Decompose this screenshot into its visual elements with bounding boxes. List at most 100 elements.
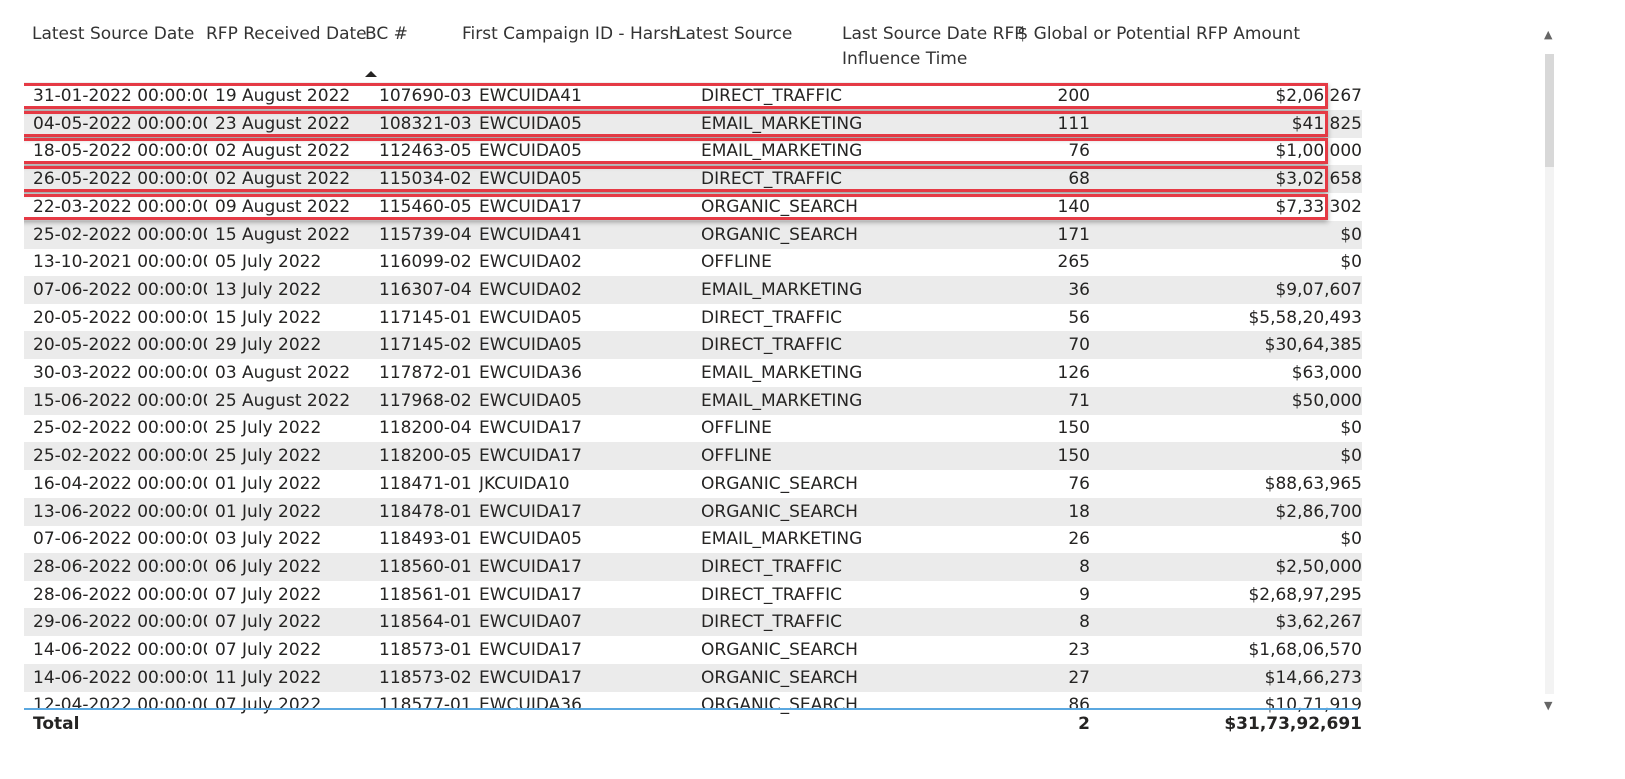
table-row[interactable]: 30-03-2022 00:00:00 03 August 2022 117872-…: [24, 359, 1362, 387]
column-header-latest-source-date[interactable]: Latest Source Date: [32, 24, 195, 44]
cell-campaign-id: EWCUIDA17: [479, 667, 582, 688]
cell-bc-number: 118577-01: [379, 695, 472, 716]
cell-campaign-id: EWCUIDA05: [479, 529, 582, 550]
cell-rfp-received-date: 25 July 2022: [215, 446, 322, 467]
cell-campaign-id: EWCUIDA05: [479, 390, 582, 411]
table-row[interactable]: 31-01-2022 00:00:00 19 August 2022 107690-…: [24, 82, 1362, 110]
cell-rfp-received-date: 13 July 2022: [215, 279, 322, 300]
cell-campaign-id: JKCUIDA10: [479, 473, 570, 494]
table-row[interactable]: 25-02-2022 00:00:00 25 July 2022 118200-05…: [24, 442, 1362, 471]
cell-latest-source: OFFLINE: [701, 418, 772, 439]
cell-rfp-received-date: 23 August 2022: [215, 113, 351, 134]
cell-latest-source: DIRECT_TRAFFIC: [701, 86, 842, 106]
cell-influence-time: 9: [1079, 584, 1090, 605]
column-header-latest-source[interactable]: Latest Source: [676, 24, 793, 44]
table-row[interactable]: 20-05-2022 00:00:00 15 July 2022 117145-01…: [24, 304, 1362, 332]
cell-bc-number: 118471-01: [379, 473, 472, 494]
column-header-rfp-amount[interactable]: $ Global or Potential RFP Amount: [1017, 24, 1300, 44]
cell-influence-time: 150: [1057, 418, 1090, 439]
cell-influence-time: 111: [1057, 113, 1090, 134]
cell-latest-source: EMAIL_MARKETING: [701, 113, 863, 134]
cell-rfp-received-date: 15 July 2022: [215, 307, 322, 328]
cell-latest-source-date: 20-05-2022 00:00:00: [33, 335, 207, 356]
cell-rfp-received-date: 15 August 2022: [215, 224, 351, 245]
table-row[interactable]: 20-05-2022 00:00:00 29 July 2022 117145-02…: [24, 331, 1362, 360]
column-header-bc-number[interactable]: BC #: [365, 24, 408, 44]
table-row[interactable]: 28-06-2022 00:00:00 07 July 2022 118561-01…: [24, 581, 1362, 609]
table-row[interactable]: 14-06-2022 00:00:00 07 July 2022 118573-01…: [24, 636, 1362, 664]
cell-influence-time: 71: [1068, 390, 1090, 411]
cell-latest-source-date: 28-06-2022 00:00:00: [33, 584, 207, 605]
cell-latest-source-date: 13-06-2022 00:00:00: [33, 501, 207, 522]
table-row[interactable]: 29-06-2022 00:00:00 07 July 2022 118564-01…: [24, 608, 1362, 637]
cell-latest-source-date: 15-06-2022 00:00:00: [33, 390, 207, 411]
chevron-down-icon[interactable]: ▼: [1544, 699, 1553, 712]
vertical-scrollbar[interactable]: ▲ ▼: [1539, 20, 1559, 720]
cell-rfp-received-date: 02 August 2022: [215, 141, 351, 162]
cell-influence-time: 171: [1057, 224, 1090, 245]
sort-ascending-icon[interactable]: [365, 71, 377, 77]
cell-bc-number: 118560-01: [379, 556, 472, 577]
cell-latest-source-date: 30-03-2022 00:00:00: [33, 363, 207, 383]
cell-bc-number: 112463-05: [379, 141, 472, 162]
cell-bc-number: 118573-01: [379, 640, 472, 660]
cell-latest-source-date: 07-06-2022 00:00:00: [33, 529, 207, 550]
cell-rfp-amount: $50,000: [1291, 390, 1362, 411]
chevron-up-icon[interactable]: ▲: [1544, 28, 1553, 41]
cell-campaign-id: EWCUIDA02: [479, 279, 582, 300]
scroll-track[interactable]: [1545, 54, 1554, 694]
cell-rfp-amount: $88,63,965: [1264, 473, 1362, 494]
cell-latest-source-date: 20-05-2022 00:00:00: [33, 307, 207, 328]
table-row[interactable]: 26-05-2022 00:00:00 02 August 2022 115034-…: [24, 165, 1362, 194]
cell-rfp-amount: $2,68,97,295: [1248, 584, 1362, 605]
cell-rfp-amount: $30,64,385: [1264, 335, 1362, 356]
table-row[interactable]: 04-05-2022 00:00:00 23 August 2022 108321-…: [24, 109, 1362, 138]
cell-bc-number: 115034-02: [379, 169, 472, 190]
cell-latest-source: DIRECT_TRAFFIC: [701, 307, 842, 328]
table-row[interactable]: 25-02-2022 00:00:00 15 August 2022 115739-…: [24, 220, 1362, 249]
cell-rfp-amount: $9,07,607: [1275, 279, 1362, 300]
table-row[interactable]: 13-06-2022 00:00:00 01 July 2022 118478-01…: [24, 497, 1362, 526]
cell-bc-number: 117145-02: [379, 335, 472, 356]
cell-influence-time: 26: [1068, 529, 1090, 550]
cell-campaign-id: EWCUIDA05: [479, 335, 582, 356]
cell-influence-time: 8: [1079, 556, 1090, 577]
table-row[interactable]: 22-03-2022 00:00:00 09 August 2022 115460-…: [24, 193, 1362, 221]
scroll-thumb[interactable]: [1545, 54, 1554, 167]
table-row[interactable]: 13-10-2021 00:00:00 05 July 2022 116099-02…: [24, 248, 1362, 276]
table-row[interactable]: 28-06-2022 00:00:00 06 July 2022 118560-01…: [24, 552, 1362, 581]
table-row[interactable]: 18-05-2022 00:00:00 02 August 2022 112463-…: [24, 137, 1362, 165]
table-row[interactable]: 15-06-2022 00:00:00 25 August 2022 117968-…: [24, 386, 1362, 415]
cell-latest-source: ORGANIC_SEARCH: [701, 473, 858, 494]
cell-latest-source: DIRECT_TRAFFIC: [701, 335, 842, 356]
cell-rfp-received-date: 25 August 2022: [215, 390, 351, 411]
table-row[interactable]: 25-02-2022 00:00:00 25 July 2022 118200-04…: [24, 414, 1362, 442]
column-header-rfp-received-date[interactable]: RFP Received Date: [206, 24, 367, 44]
total-amount: $31,73,92,691: [1224, 714, 1362, 734]
cell-influence-time: 56: [1068, 307, 1090, 328]
cell-latest-source-date: 28-06-2022 00:00:00: [33, 556, 207, 577]
cell-rfp-amount: $0: [1340, 418, 1362, 439]
cell-influence-time: 8: [1079, 612, 1090, 633]
table-row[interactable]: 12-04-2022 00:00:00 07 July 2022 118577-01…: [24, 691, 1362, 719]
cell-bc-number: 116099-02: [379, 252, 472, 273]
cell-latest-source-date: 14-06-2022 00:00:00: [33, 667, 207, 688]
column-header-influence-time[interactable]: Last Source Date RFP Influence Time: [842, 24, 1025, 69]
table-row[interactable]: 16-04-2022 00:00:00 01 July 2022 118471-01…: [24, 470, 1362, 498]
table-row[interactable]: 07-06-2022 00:00:00 13 July 2022 116307-04…: [24, 275, 1362, 304]
cell-latest-source: DIRECT_TRAFFIC: [701, 584, 842, 605]
cell-rfp-amount: $3,62,267: [1275, 612, 1362, 633]
cell-latest-source-date: 26-05-2022 00:00:00: [33, 169, 207, 190]
cell-campaign-id: EWCUIDA07: [479, 612, 582, 633]
table-row[interactable]: 07-06-2022 00:00:00 03 July 2022 118493-01…: [24, 525, 1362, 553]
table-row[interactable]: 14-06-2022 00:00:00 11 July 2022 118573-02…: [24, 663, 1362, 692]
cell-rfp-received-date: 03 July 2022: [215, 529, 322, 550]
cell-latest-source: DIRECT_TRAFFIC: [701, 556, 842, 577]
cell-rfp-received-date: 07 July 2022: [215, 640, 322, 660]
cell-campaign-id: EWCUIDA41: [479, 86, 582, 106]
cell-influence-time: 200: [1057, 86, 1090, 106]
cell-influence-time: 76: [1068, 473, 1090, 494]
column-header-first-campaign-id[interactable]: First Campaign ID - Harsh: [462, 24, 680, 44]
cell-influence-time: 76: [1068, 141, 1090, 162]
cell-rfp-amount: $41,825: [1291, 113, 1362, 134]
